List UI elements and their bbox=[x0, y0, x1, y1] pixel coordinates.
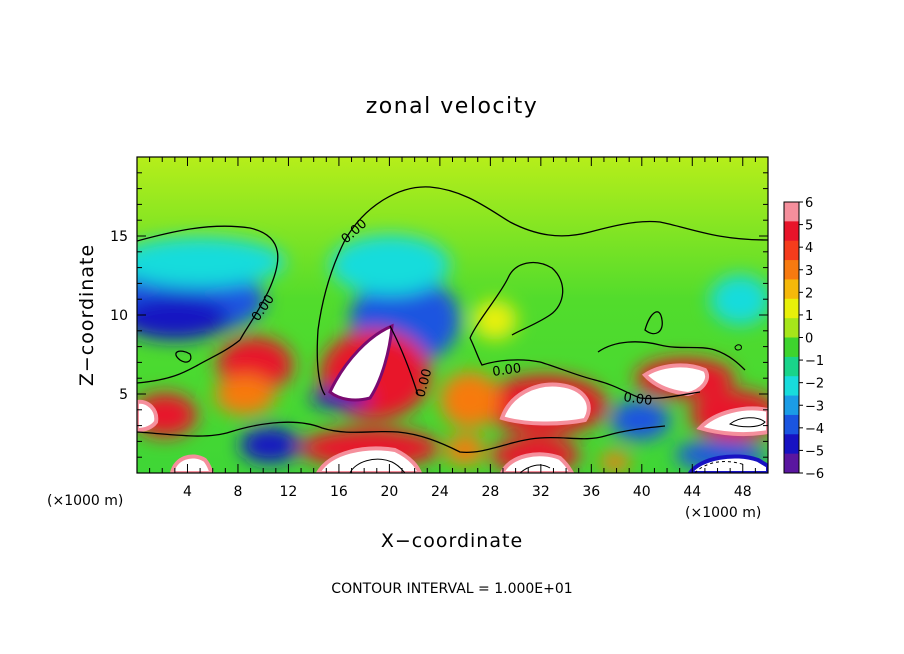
contour-left-lobe bbox=[175, 350, 192, 363]
contour-bottom-dashed bbox=[694, 461, 746, 473]
x-axis-label: X−coordinate bbox=[381, 530, 523, 552]
field-blob-neg-right bbox=[610, 400, 670, 440]
x-tick-label: 20 bbox=[380, 484, 398, 500]
x-tick-label: 28 bbox=[481, 484, 499, 500]
field-blob-orange-far-bottom bbox=[600, 452, 630, 472]
colorbar-tick-label: 5 bbox=[805, 219, 813, 234]
white-core-bottom-left bbox=[169, 454, 215, 473]
colorbar-tick-label: 3 bbox=[805, 264, 813, 279]
x-tick-label: 24 bbox=[431, 484, 449, 500]
colorbar-swatch bbox=[784, 376, 799, 397]
colorbar-swatch bbox=[784, 356, 799, 377]
colorbar-tick-label: 4 bbox=[805, 241, 813, 256]
contour-label-5: 0.00 bbox=[622, 390, 653, 409]
colorbar: 6 5 4 3 2 1 0 −1 −2 −3 −4 −5 −6 bbox=[783, 196, 824, 482]
colorbar-swatch bbox=[784, 395, 799, 416]
colorbar-tick-label: −2 bbox=[805, 377, 824, 392]
field-blob-yellow-mid bbox=[473, 300, 517, 340]
contour-upper bbox=[137, 225, 279, 341]
zero-contours bbox=[137, 186, 768, 473]
white-core-bottom-right bbox=[499, 452, 575, 473]
contour-mid-loop bbox=[469, 261, 564, 339]
colorbar-swatch bbox=[784, 337, 799, 358]
colorbar-swatch bbox=[784, 202, 799, 222]
white-core-center bbox=[328, 323, 394, 402]
y-axis-ticks: 5 10 15 bbox=[110, 156, 768, 474]
field-blob-orange-right-center bbox=[440, 372, 500, 428]
contour-upper-right bbox=[344, 186, 768, 241]
colorbar-tick-label: −5 bbox=[805, 444, 824, 459]
colorbar-swatch bbox=[784, 453, 799, 474]
contour-mid-lower bbox=[469, 337, 701, 400]
field-blob-orange-bottom bbox=[445, 435, 485, 465]
colorbar-swatch bbox=[784, 221, 799, 242]
field-blob-cyan-left bbox=[137, 237, 285, 287]
contour-right-mid bbox=[597, 341, 746, 371]
colorbar-tick-label: −4 bbox=[805, 422, 824, 437]
y-tick-label: 15 bbox=[110, 229, 128, 245]
chart-title: zonal velocity bbox=[366, 94, 539, 119]
x-tick-label: 48 bbox=[734, 484, 752, 500]
colorbar-swatch bbox=[784, 434, 799, 455]
contour-center-right bbox=[389, 325, 419, 396]
x-tick-label: 40 bbox=[633, 484, 651, 500]
contour-small-loop-1 bbox=[734, 344, 742, 351]
colorbar-tick-label: −3 bbox=[805, 399, 824, 414]
field-blob-cyan-mid bbox=[330, 235, 450, 295]
x-axis-ticks: 4 8 12 16 20 24 28 32 36 40 44 48 bbox=[136, 157, 769, 500]
contour-lower bbox=[137, 421, 666, 454]
contour-interval-note: CONTOUR INTERVAL = 1.000E+01 bbox=[331, 581, 572, 597]
white-core-bottom-far-right bbox=[687, 454, 768, 473]
contour-bottom-small-2 bbox=[519, 464, 551, 473]
x-tick-label: 4 bbox=[183, 484, 192, 500]
x-unit-left: (×1000 m) bbox=[47, 493, 123, 509]
field-blob-neg-bottom-left bbox=[240, 427, 300, 463]
x-unit-right: (×1000 m) bbox=[685, 505, 761, 521]
x-tick-label: 44 bbox=[683, 484, 701, 500]
plot-area: 0.00 0.00 0.00 0.00 0.00 bbox=[137, 157, 768, 473]
colorbar-swatch bbox=[784, 298, 799, 319]
colorbar-tick-label: 1 bbox=[805, 309, 813, 324]
colorbar-swatch bbox=[784, 414, 799, 435]
contour-label-4: 0.00 bbox=[491, 361, 522, 380]
colorbar-swatch bbox=[784, 260, 799, 280]
white-core-left-edge bbox=[137, 399, 159, 433]
white-core-right-center bbox=[499, 382, 591, 426]
contour-label-3: 0.00 bbox=[413, 367, 435, 399]
x-tick-label: 8 bbox=[233, 484, 242, 500]
x-tick-label: 12 bbox=[280, 484, 298, 500]
white-core-bottom-mid bbox=[315, 446, 423, 473]
y-axis-label: Z−coordinate bbox=[76, 244, 98, 386]
white-core-right bbox=[641, 363, 709, 397]
colorbar-tick-label: 0 bbox=[805, 332, 813, 347]
colorbar-tick-label: 6 bbox=[805, 196, 813, 211]
x-tick-label: 32 bbox=[532, 484, 550, 500]
saturated-cores bbox=[137, 323, 768, 473]
contour-far-right-small bbox=[728, 417, 766, 428]
colorbar-swatch bbox=[784, 318, 799, 338]
contour-left-inner bbox=[137, 339, 241, 384]
colorbar-swatch bbox=[784, 279, 799, 300]
y-tick-label: 5 bbox=[119, 387, 128, 403]
colorbar-swatch bbox=[784, 240, 799, 261]
colorbar-tick-label: 2 bbox=[805, 286, 813, 301]
contour-right-small-loop bbox=[644, 311, 663, 335]
colorbar-tick-label: −1 bbox=[805, 354, 824, 369]
y-tick-label: 10 bbox=[110, 308, 128, 324]
contour-center-left bbox=[316, 239, 346, 396]
x-tick-label: 16 bbox=[330, 484, 348, 500]
colorbar-tick-label: −6 bbox=[805, 467, 824, 482]
field-blob-neg-left-core bbox=[137, 296, 230, 340]
contour-labels: 0.00 0.00 0.00 0.00 0.00 bbox=[249, 216, 653, 409]
field-blob-cyan-right bbox=[710, 275, 768, 325]
x-tick-label: 36 bbox=[582, 484, 600, 500]
field-blob-pos-left-orange bbox=[215, 375, 275, 415]
